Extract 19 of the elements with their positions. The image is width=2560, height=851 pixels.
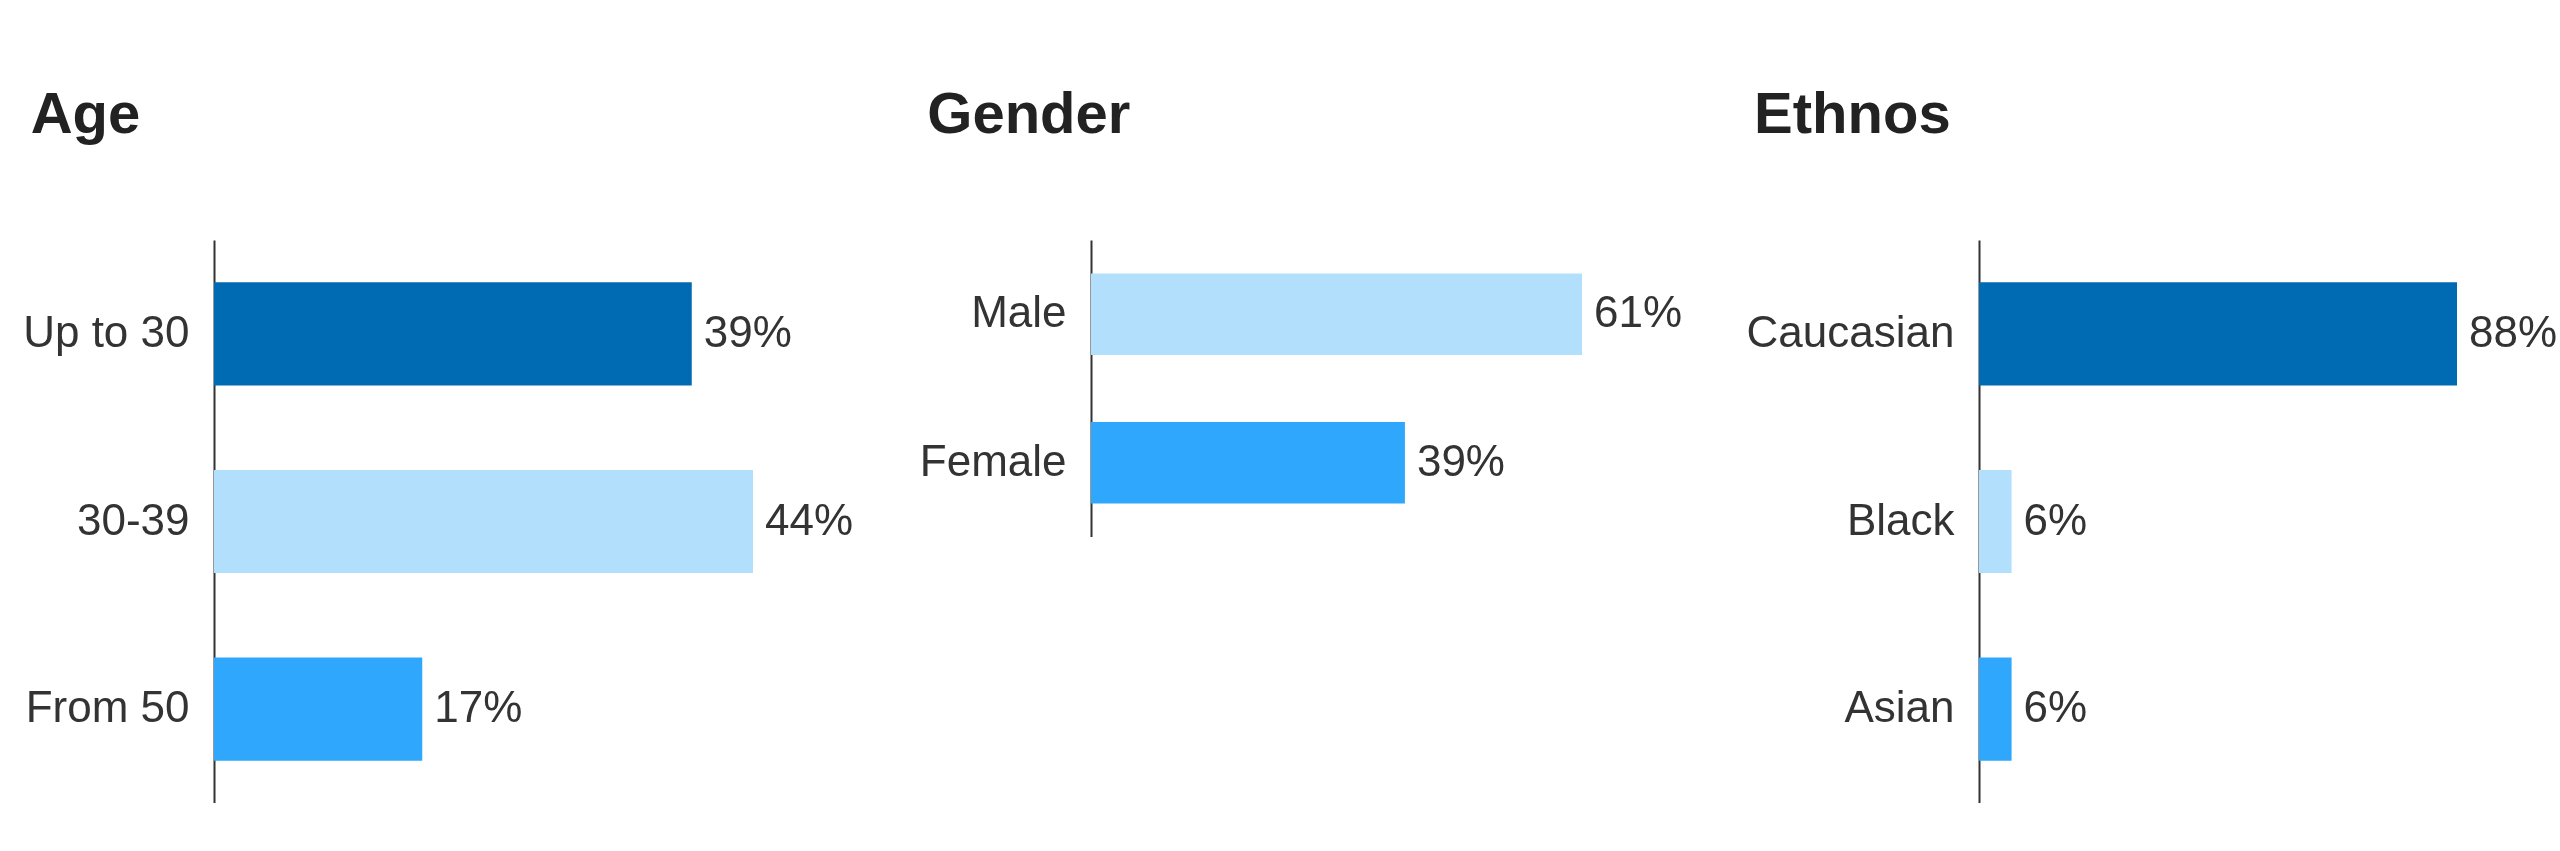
chart-title: Age [30,80,141,145]
data-label: 6% [2023,682,2088,732]
chart-title: Gender [927,80,1131,145]
data-label: 39% [703,306,792,356]
y-tick-label: From 50 [25,682,190,732]
y-tick-label: Black [1846,494,1956,544]
data-label: 44% [765,494,854,544]
y-tick-label: Caucasian [1746,306,1955,356]
data-label: 17% [434,682,523,732]
data-label: 61% [1594,287,1683,337]
chart-title: Ethnos [1754,80,1951,145]
y-tick-label: Up to 30 [23,306,190,356]
y-tick-label: Male [971,287,1067,337]
y-tick-label: Asian [1844,682,1955,732]
data-label: 39% [1416,435,1505,485]
y-tick-label: 30-39 [76,494,190,544]
y-tick-label: Female [919,435,1067,485]
data-label: 88% [2469,306,2558,356]
data-label: 6% [2023,494,2088,544]
